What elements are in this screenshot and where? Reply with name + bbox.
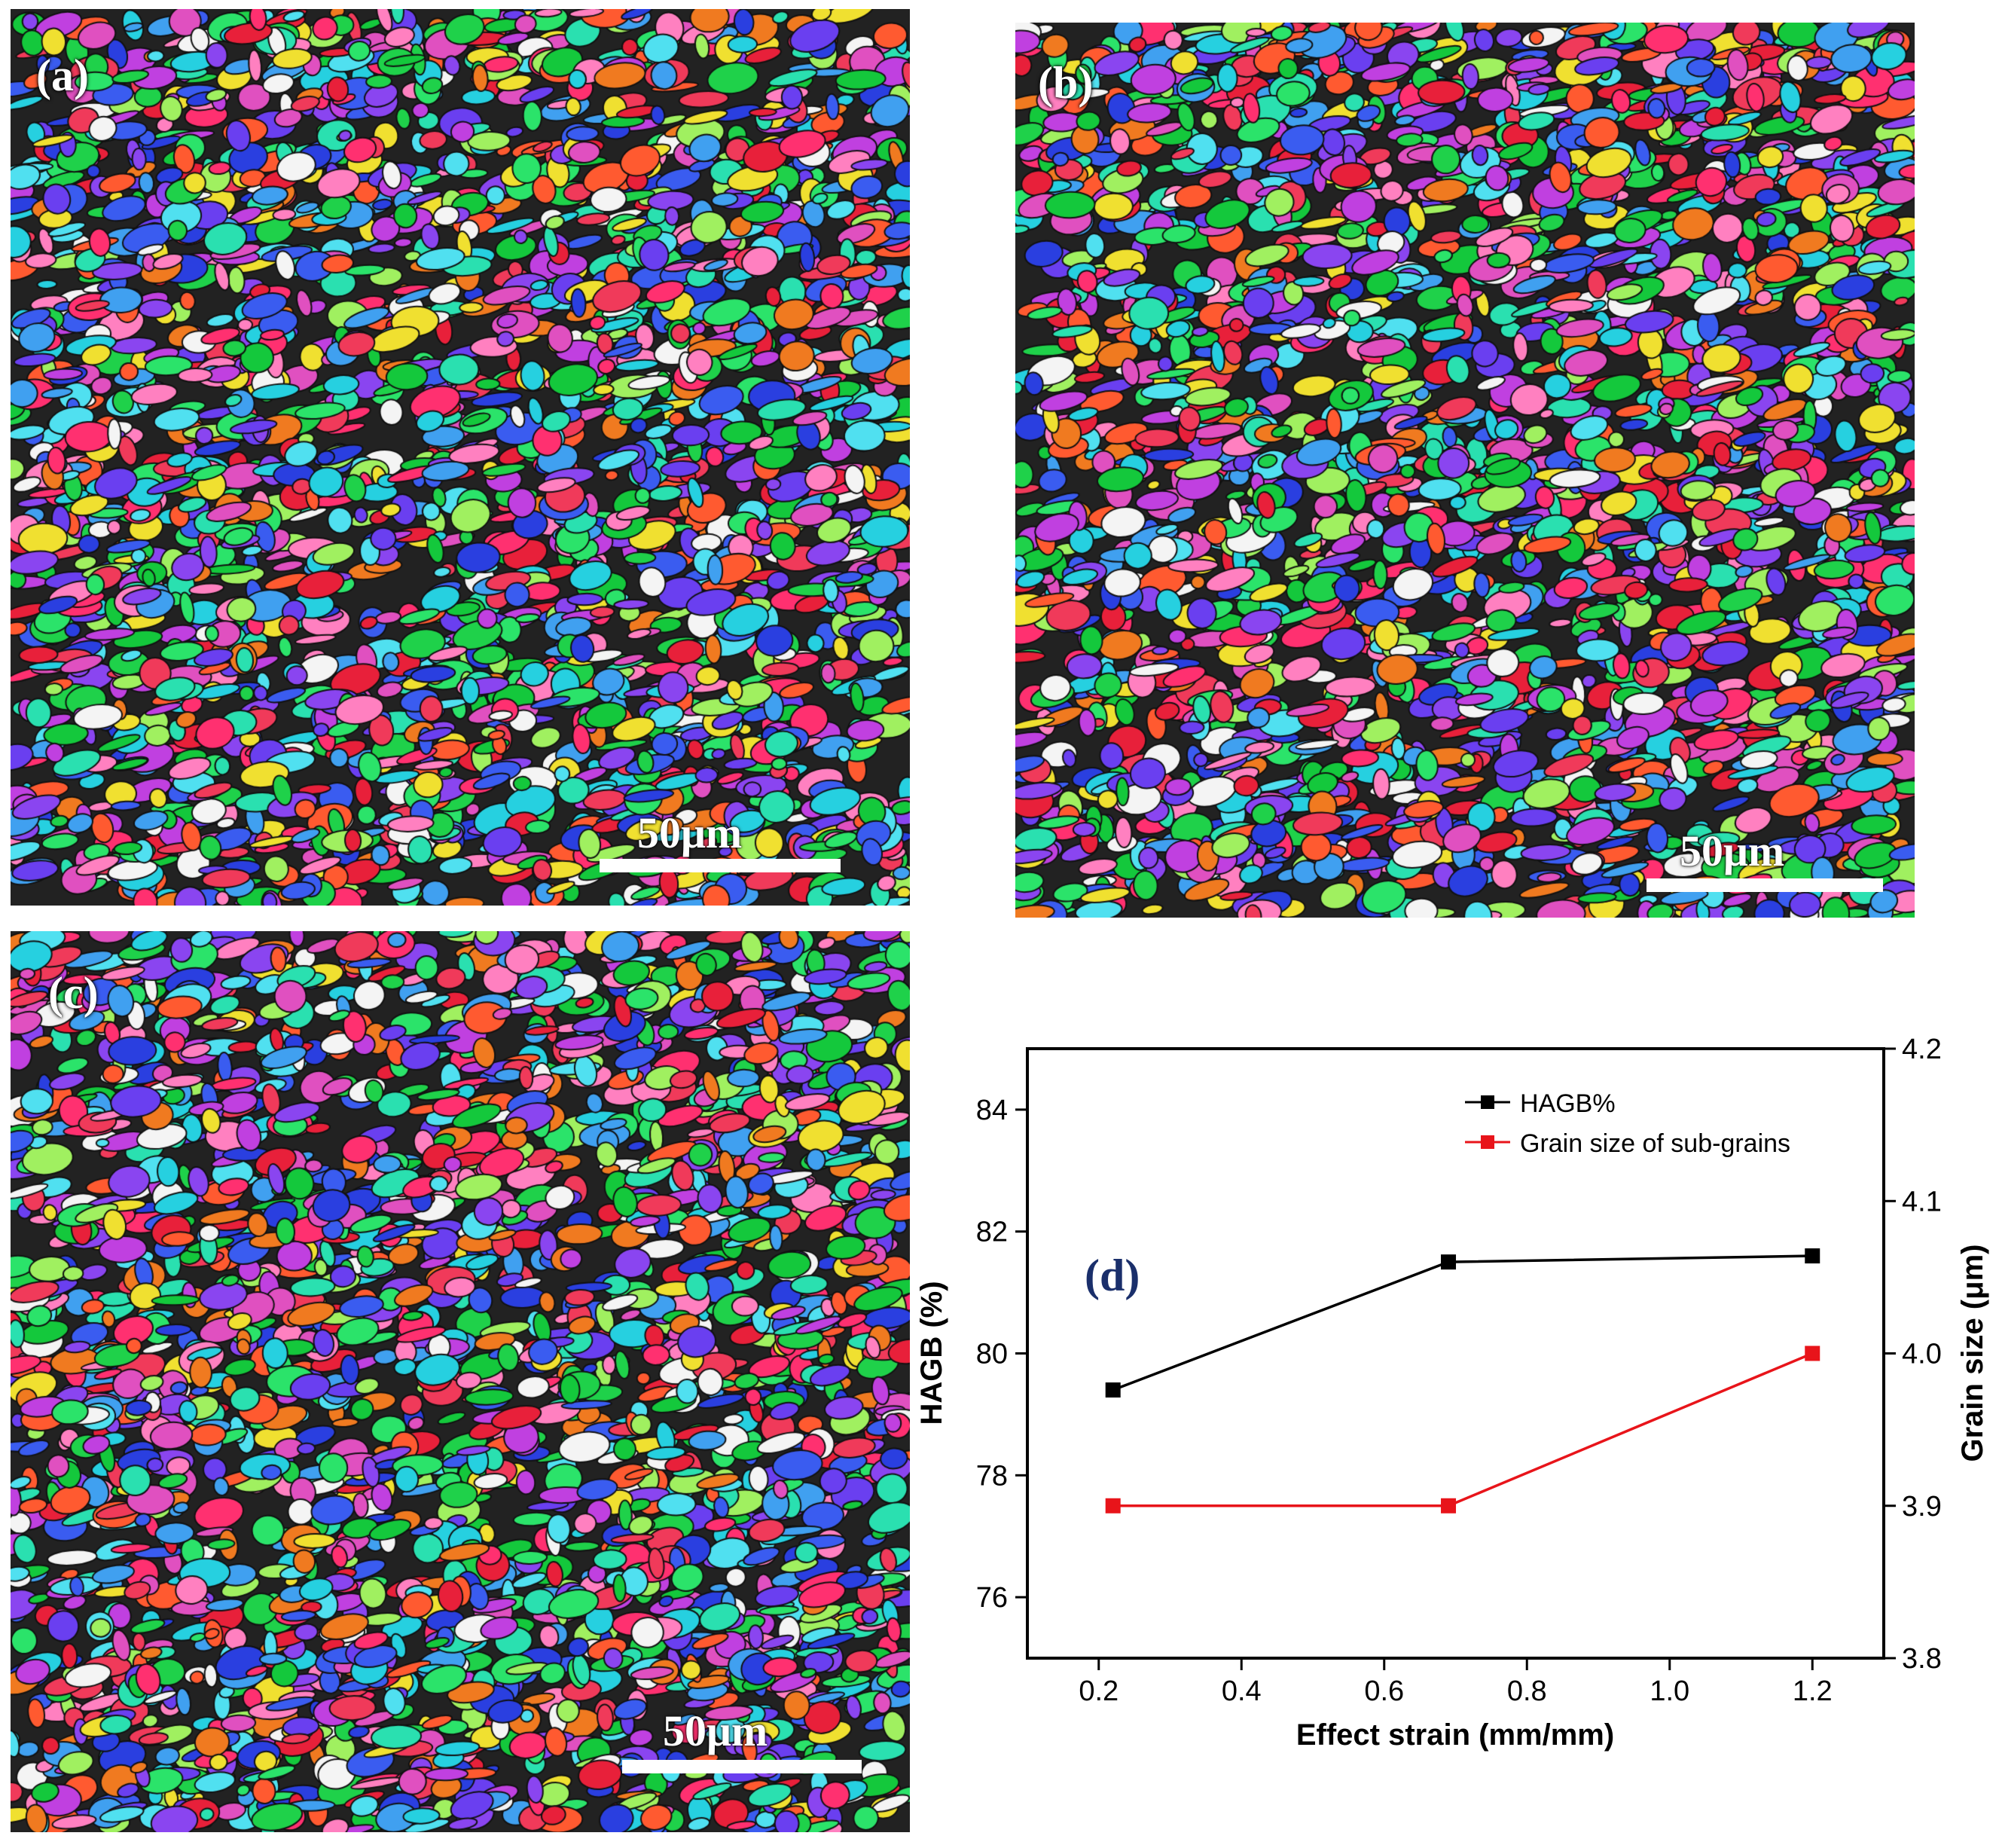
left-y-tick-label-4: 84 <box>976 1095 1008 1126</box>
plot-frame <box>1026 1047 1885 1660</box>
left-y-tick-label-0: 76 <box>976 1582 1008 1614</box>
series-0-point-1 <box>1441 1254 1457 1270</box>
right-y-tick-label-2: 4.0 <box>1902 1339 1942 1370</box>
x-tick-label-1: 0.4 <box>1222 1675 1262 1707</box>
legend-label-hagb: HAGB% <box>1520 1089 1616 1118</box>
scale-bar-label-c: 50μm <box>663 1706 768 1755</box>
right-y-tick-label-4: 4.2 <box>1902 1034 1942 1065</box>
ebsd-map-panel-a: (a) 50μm <box>11 9 910 906</box>
left-y-axis-ticks: 76 78 80 82 84 <box>976 1095 1027 1614</box>
right-y-tick-label-3: 4.1 <box>1902 1186 1942 1217</box>
left-y-tick-label-3: 82 <box>976 1217 1008 1248</box>
left-y-tick-label-1: 78 <box>976 1460 1008 1492</box>
left-y-axis-label: HAGB (%) <box>915 1281 948 1425</box>
panel-label-a: (a) <box>36 50 89 100</box>
hagb-grain-size-chart: 0.2 0.4 0.6 0.8 1.0 1.2 76 78 80 82 84 3.8 3.9 4.0 4… <box>915 1034 1989 1752</box>
right-y-tick-label-1: 3.9 <box>1902 1491 1942 1523</box>
series-0-point-2 <box>1805 1248 1820 1264</box>
legend-marker-grain-size <box>1481 1135 1494 1149</box>
ebsd-map-panel-c: (c) 50μm <box>11 931 910 1832</box>
x-axis-ticks: 0.2 0.4 0.6 0.8 1.0 1.2 <box>1079 1658 1833 1707</box>
legend-label-grain-size: Grain size of sub-grains <box>1520 1129 1790 1158</box>
scale-bar-label-b: 50μm <box>1680 826 1785 875</box>
ebsd-grain-map-b <box>1015 23 1915 918</box>
series-1-point-2 <box>1805 1346 1820 1361</box>
panel-label-b: (b) <box>1038 58 1094 108</box>
x-tick-label-3: 0.8 <box>1507 1675 1547 1707</box>
legend: HAGB% Grain size of sub-grains <box>1465 1089 1790 1158</box>
ebsd-grain-map-c <box>11 931 910 1832</box>
series-1-point-1 <box>1441 1498 1457 1514</box>
x-tick-label-5: 1.2 <box>1793 1675 1833 1707</box>
x-tick-label-4: 1.0 <box>1650 1675 1689 1707</box>
scale-bar-a <box>600 859 841 872</box>
scale-bar-c <box>622 1760 862 1773</box>
panel-label-c: (c) <box>48 968 99 1018</box>
left-y-tick-label-2: 80 <box>976 1339 1008 1370</box>
right-y-axis-label: Grain size (μm) <box>1956 1245 1989 1462</box>
right-y-axis-ticks: 3.8 3.9 4.0 4.1 4.2 <box>1884 1034 1942 1675</box>
ebsd-map-panel-b: (b) 50μm <box>1015 23 1915 918</box>
legend-marker-hagb <box>1481 1095 1494 1109</box>
series-1-point-0 <box>1105 1498 1121 1514</box>
panel-label-d: (d) <box>1085 1251 1140 1300</box>
series-layer <box>1105 1248 1820 1514</box>
right-y-tick-label-0: 3.8 <box>1902 1643 1942 1675</box>
x-tick-label-0: 0.2 <box>1079 1675 1119 1707</box>
series-0-point-0 <box>1105 1382 1121 1398</box>
scale-bar-label-a: 50μm <box>637 808 743 857</box>
x-tick-label-2: 0.6 <box>1364 1675 1404 1707</box>
x-axis-label: Effect strain (mm/mm) <box>1296 1718 1614 1752</box>
scale-bar-b <box>1647 878 1883 892</box>
ebsd-grain-map-a <box>11 9 910 906</box>
